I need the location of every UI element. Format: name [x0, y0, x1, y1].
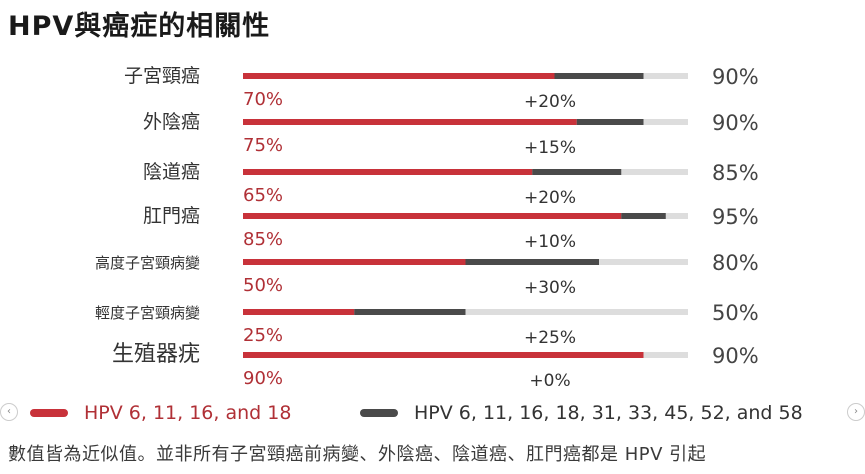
legend-item-9valent: HPV 6, 11, 16, 18, 31, 33, 45, 52, and 5… — [360, 398, 803, 428]
bar-segment-additional — [532, 169, 622, 175]
total-value-label: 80% — [712, 251, 759, 275]
category-label: 子宮頸癌 — [124, 65, 200, 87]
stacked-bar-chart: 子宮頸癌 70% +20% 90% 外陰癌 75% +15% 90% 陰道癌 65% +20% 85%… — [95, 65, 759, 391]
category-label: 輕度子宮頸病變 — [95, 304, 200, 322]
legend-label: HPV 6, 11, 16, and 18 — [84, 402, 292, 424]
category-label: 生殖器疣 — [112, 342, 200, 367]
additional-value-label: +15% — [524, 138, 576, 158]
legend-swatch-red — [30, 409, 68, 417]
total-value-label: 85% — [712, 161, 759, 185]
total-value-label: 90% — [712, 111, 759, 135]
base-value-label: 25% — [243, 325, 283, 346]
bar-segment-base — [243, 352, 644, 358]
bar-segment-additional — [576, 119, 644, 125]
total-value-label: 90% — [712, 344, 759, 368]
bar-segment-base — [243, 73, 555, 79]
base-value-label: 70% — [243, 89, 283, 110]
additional-value-label: +10% — [524, 232, 576, 252]
bar-segment-base — [243, 213, 622, 219]
category-label: 肛門癌 — [143, 205, 200, 227]
additional-value-label: +20% — [524, 188, 576, 208]
additional-value-label: +0% — [529, 371, 570, 391]
bar-segment-additional — [354, 309, 466, 315]
bar-segment-base — [243, 309, 355, 315]
category-label: 高度子宮頸病變 — [95, 254, 200, 272]
category-label: 外陰癌 — [143, 111, 200, 133]
base-value-label: 75% — [243, 135, 283, 156]
base-value-label: 50% — [243, 275, 283, 296]
legend-swatch-gray — [360, 409, 398, 417]
category-label: 陰道癌 — [143, 161, 200, 183]
next-arrow-icon[interactable]: › — [847, 403, 865, 421]
bar-segment-additional — [554, 73, 644, 79]
total-value-label: 50% — [712, 301, 759, 325]
footnote: 數值皆為近似值。並非所有子宮頸癌前病變、外陰癌、陰道癌、肛門癌都是 HPV 引起 — [8, 444, 707, 465]
base-value-label: 85% — [243, 229, 283, 250]
additional-value-label: +20% — [524, 92, 576, 112]
total-value-label: 90% — [712, 65, 759, 89]
total-value-label: 95% — [712, 205, 759, 229]
base-value-label: 65% — [243, 185, 283, 206]
legend: HPV 6, 11, 16, and 18 HPV 6, 11, 16, 18,… — [0, 398, 865, 428]
additional-value-label: +25% — [524, 328, 576, 348]
bar-segment-base — [243, 169, 533, 175]
prev-arrow-icon[interactable]: ‹ — [0, 403, 18, 421]
bar-segment-base — [243, 119, 577, 125]
bar-segment-base — [243, 259, 466, 265]
base-value-label: 90% — [243, 368, 283, 389]
legend-label: HPV 6, 11, 16, 18, 31, 33, 45, 52, and 5… — [414, 402, 803, 424]
additional-value-label: +30% — [524, 278, 576, 298]
chart-title: HPV與癌症的相關性 — [8, 11, 271, 42]
bar-segment-additional — [621, 213, 666, 219]
bar-segment-additional — [465, 259, 599, 265]
legend-item-4valent: HPV 6, 11, 16, and 18 — [30, 398, 291, 428]
